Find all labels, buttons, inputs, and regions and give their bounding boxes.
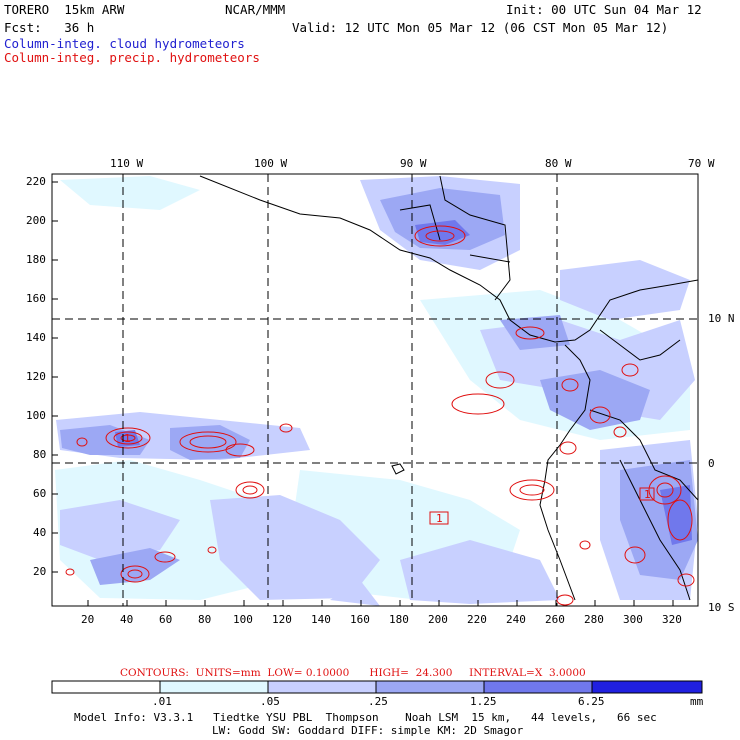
model-physics: LW: Godd SW: Goddard DIFF: simple KM: 2D… [212, 724, 524, 737]
colorbar-unit: mm [690, 695, 704, 708]
lat-label: 0 [708, 457, 715, 470]
x-tick-label: 100 [233, 613, 253, 626]
x-tick-label: 120 [272, 613, 292, 626]
color-bar [51, 680, 703, 694]
x-tick-label: 260 [545, 613, 565, 626]
field-precip-label: Column-integ. precip. hydrometeors [4, 50, 260, 65]
lon-label: 70 W [688, 157, 715, 170]
y-tick-label: 180 [26, 253, 46, 266]
y-tick-label: 60 [33, 487, 47, 500]
contour-label: 1 [124, 432, 131, 445]
x-tick-label: 160 [350, 613, 370, 626]
x-tick-label: 240 [506, 613, 526, 626]
field-cloud-label: Column-integ. cloud hydrometeors [4, 36, 245, 51]
lon-label: 90 W [400, 157, 427, 170]
y-tick-label: 220 [26, 175, 46, 188]
colorbar-tick: .05 [260, 695, 280, 708]
y-tick-label: 80 [33, 448, 47, 461]
y-tick-label: 200 [26, 214, 46, 227]
x-tick-label: 280 [584, 613, 604, 626]
x-tick-label: 180 [389, 613, 409, 626]
colorbar-tick: .25 [368, 695, 388, 708]
coastline [199, 175, 698, 601]
org-label: NCAR/MMM [225, 2, 286, 17]
precip-contours [65, 225, 695, 606]
lon-label: 110 W [110, 157, 144, 170]
latlon-grid [52, 174, 698, 606]
lon-label: 80 W [545, 157, 572, 170]
map-frame [51, 173, 699, 607]
lat-label: 10 S [708, 601, 735, 614]
x-tick-label: 40 [120, 613, 134, 626]
contour-label: 1 [644, 488, 651, 501]
model-info: Model Info: V3.3.1 Tiedtke YSU PBL Thomp… [74, 711, 657, 724]
x-tick-label: 320 [662, 613, 682, 626]
x-tick-label: 200 [428, 613, 448, 626]
colorbar-tick: 1.25 [470, 695, 497, 708]
lon-label: 100 W [254, 157, 288, 170]
colorbar-tick: .01 [152, 695, 172, 708]
lat-label: 10 N [708, 312, 735, 325]
colorbar-tick: 6.25 [578, 695, 605, 708]
model-title: TORERO 15km ARW [4, 2, 125, 17]
valid-time: Valid: 12 UTC Mon 05 Mar 12 (06 CST Mon … [292, 20, 669, 35]
contour-info: CONTOURS: UNITS=mm LOW= 0.10000 HIGH= 24… [120, 667, 586, 679]
x-tick-label: 20 [81, 613, 95, 626]
y-tick-label: 160 [26, 292, 46, 305]
y-tick-label: 100 [26, 409, 46, 422]
contour-label: 1 [436, 512, 443, 525]
x-tick-label: 80 [198, 613, 212, 626]
x-tick-label: 300 [623, 613, 643, 626]
init-time: Init: 00 UTC Sun 04 Mar 12 [506, 2, 702, 17]
x-tick-label: 60 [159, 613, 173, 626]
y-tick-label: 40 [33, 526, 47, 539]
forecast-hour: Fcst: 36 h [4, 20, 95, 35]
x-tick-label: 220 [467, 613, 487, 626]
y-tick-label: 140 [26, 331, 46, 344]
y-tick-label: 20 [33, 565, 47, 578]
y-tick-label: 120 [26, 370, 46, 383]
x-tick-label: 140 [311, 613, 331, 626]
axis-ticks [52, 181, 674, 606]
